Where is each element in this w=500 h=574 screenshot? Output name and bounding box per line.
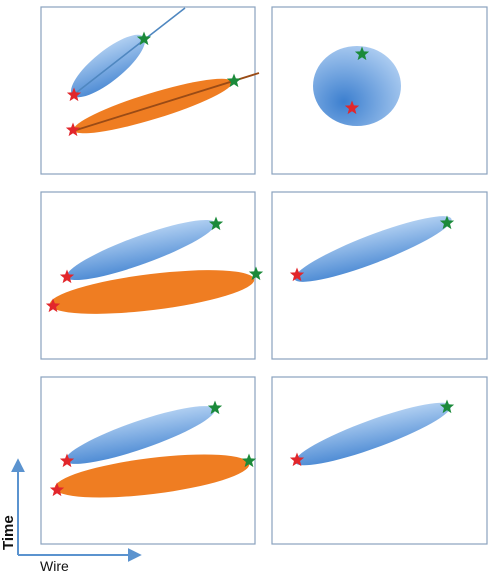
green-star-icon [136,31,152,46]
green-star-icon [207,400,223,415]
green-star-icon [226,73,242,88]
panel-row1-right [271,6,488,175]
blue-fit-line [71,7,186,97]
panel-row2-right [271,191,488,360]
red-star-icon [66,87,82,102]
green-star-icon [248,266,264,281]
axes-indicator: Time Wire [0,458,142,574]
blue-cluster [294,216,452,282]
red-star-icon [45,298,61,313]
y-axis-label: Time [0,515,17,550]
red-star-icon [65,122,81,137]
orange-fit-line [72,72,260,132]
blue-cluster [294,402,452,466]
red-star-icon [289,452,305,467]
orange-cluster [49,270,255,314]
x-axis-label: Wire [40,558,69,574]
panel-row1-left [40,6,260,175]
panel-row2-left [40,191,264,360]
red-star-icon [59,453,75,468]
red-star-icon [59,269,75,284]
green-star-icon [439,399,455,414]
orange-cluster [54,454,250,498]
green-star-icon [241,453,257,468]
green-star-icon [354,46,370,61]
red-star-icon [289,267,305,282]
green-star-icon [439,215,455,230]
green-star-icon [208,216,224,231]
blue-cluster [66,219,216,281]
blue-cluster [65,406,215,464]
red-star-icon [49,482,65,497]
panel-row3-left [40,376,257,545]
panel-row3-right [271,376,488,545]
red-star-icon [344,100,360,115]
blue-cluster-round [313,46,401,126]
